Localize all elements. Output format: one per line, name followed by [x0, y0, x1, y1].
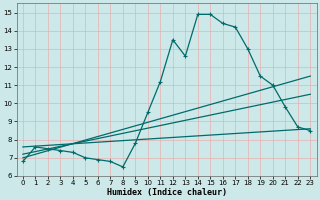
- X-axis label: Humidex (Indice chaleur): Humidex (Indice chaleur): [107, 188, 227, 197]
